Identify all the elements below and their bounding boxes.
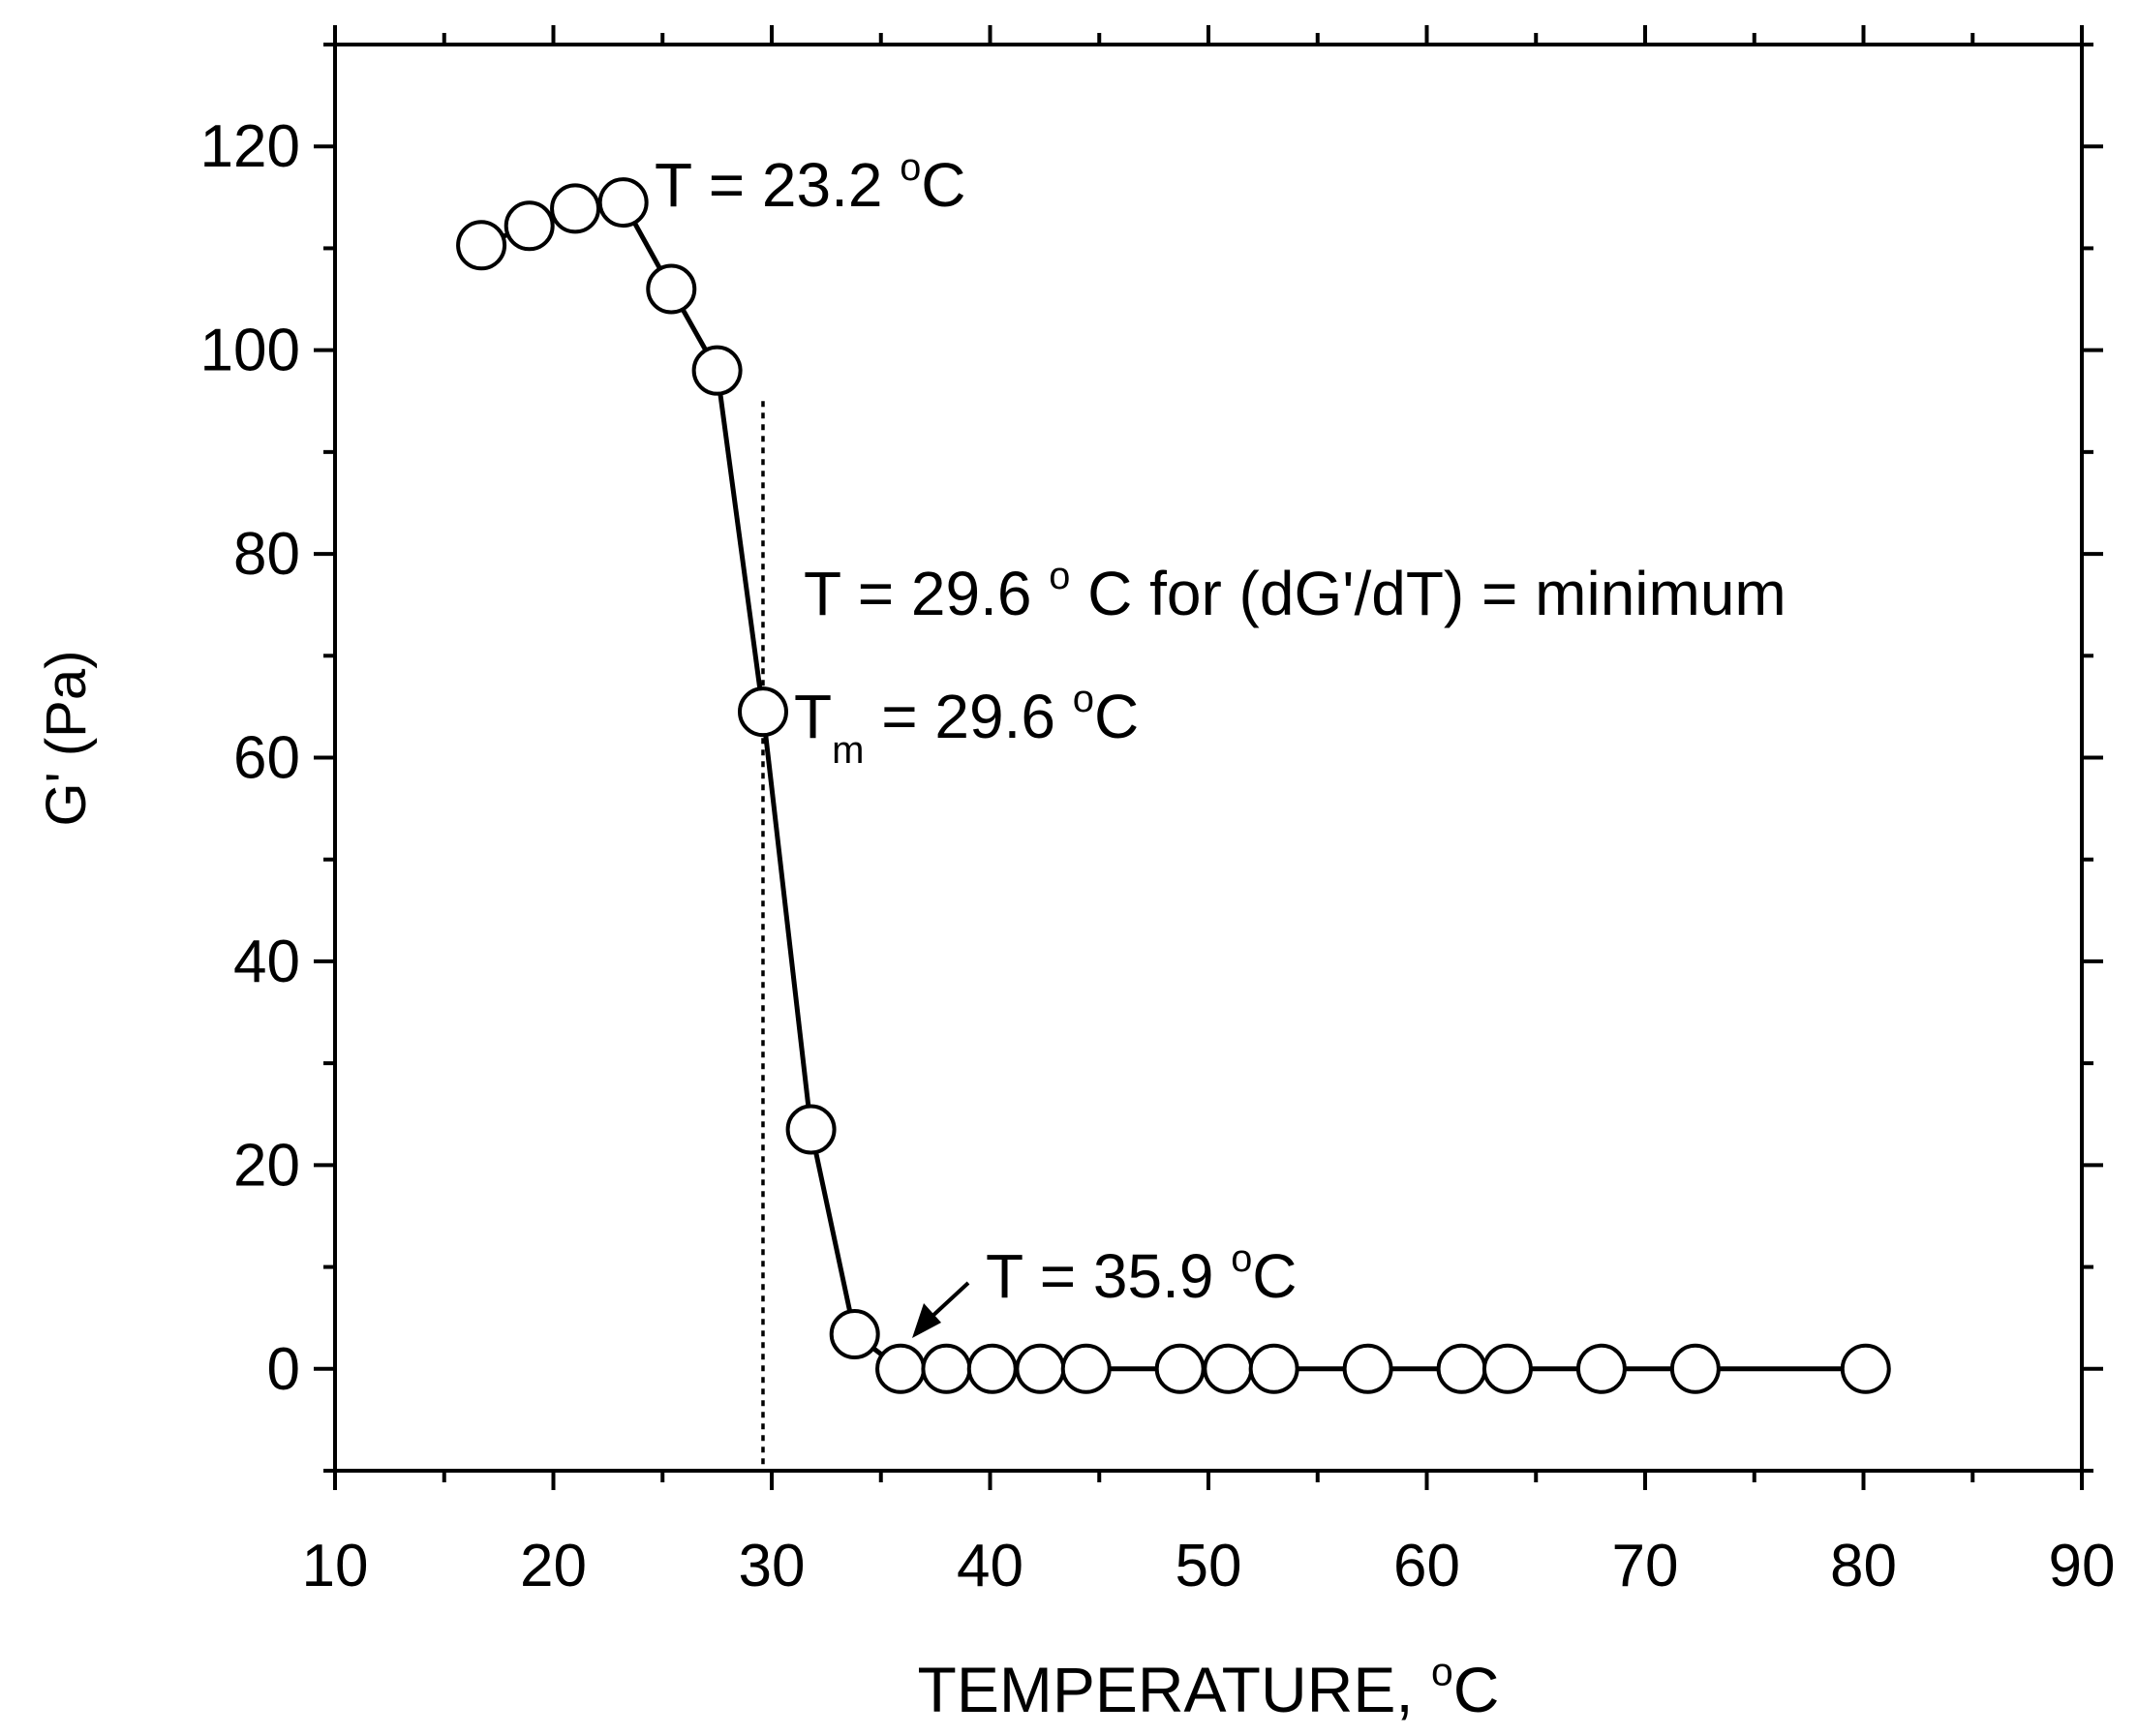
annotations: T = 23.2 oC T = 29.6 o C for (dG'/dT) = m… (655, 146, 1787, 1338)
data-point (966, 1343, 1018, 1394)
data-point (1060, 1343, 1112, 1394)
data-point (875, 1343, 927, 1394)
series-line-segment (813, 1151, 853, 1313)
x-tick-label: 50 (1176, 1533, 1242, 1599)
data-point (1840, 1343, 1891, 1394)
data-point (1203, 1343, 1254, 1394)
data-point (785, 1104, 837, 1155)
series-line-segment (632, 221, 662, 270)
annotation-arrow-head (912, 1303, 941, 1338)
x-tick-label: 20 (520, 1533, 587, 1599)
data-point (921, 1343, 972, 1394)
data-point (1669, 1343, 1721, 1394)
data-point (1342, 1343, 1393, 1394)
annotation-minimum: T = 29.6 o C for (dG'/dT) = minimum (804, 555, 1787, 628)
y-tick-label: 80 (233, 521, 300, 588)
x-tick-label: 10 (302, 1533, 369, 1599)
y-tick-label: 40 (233, 929, 300, 995)
data-point (597, 177, 649, 228)
x-tick-label: 70 (1612, 1533, 1679, 1599)
series-line-segment (718, 393, 763, 689)
data-point (1154, 1343, 1206, 1394)
y-tick-label: 0 (267, 1336, 300, 1403)
x-axis-title: TEMPERATURE, oC (918, 1649, 1500, 1725)
y-tick-label: 60 (233, 725, 300, 792)
data-point (504, 200, 555, 252)
annotation-onset: T = 23.2 oC (655, 146, 966, 220)
plot-area (333, 43, 2084, 1473)
annotation-arrow-shaft (928, 1281, 970, 1321)
x-tick-label: 30 (739, 1533, 806, 1599)
axis-labels: 10 20 30 40 50 60 70 80 90 0 20 40 60 80 100 120 TEMPERA… (35, 113, 2115, 1725)
data-point (1436, 1343, 1487, 1394)
y-axis-title: G' (Pa) (35, 651, 98, 827)
data-point (550, 183, 601, 234)
annotation-tm: Tm = 29.6 oC (794, 678, 1139, 772)
data-point (1481, 1343, 1533, 1394)
y-tick-label: 100 (200, 318, 300, 384)
series-line-segment (763, 734, 811, 1107)
data-point (691, 345, 743, 396)
data-point (456, 220, 507, 271)
data-point (646, 263, 697, 315)
annotation-end: T = 35.9 oC (986, 1237, 1298, 1311)
data-point (1575, 1343, 1627, 1394)
axis-ticks (314, 25, 2103, 1490)
x-tick-label: 60 (1393, 1533, 1460, 1599)
y-tick-label: 20 (233, 1132, 300, 1199)
series-line-segment (680, 308, 709, 351)
data-point (829, 1309, 880, 1360)
x-tick-label: 40 (957, 1533, 1023, 1599)
data-point (737, 686, 788, 738)
data-point (1015, 1343, 1066, 1394)
y-tick-label: 120 (200, 113, 300, 180)
x-tick-label: 80 (1830, 1533, 1897, 1599)
data-point (1248, 1343, 1299, 1394)
x-tick-label: 90 (2049, 1533, 2116, 1599)
